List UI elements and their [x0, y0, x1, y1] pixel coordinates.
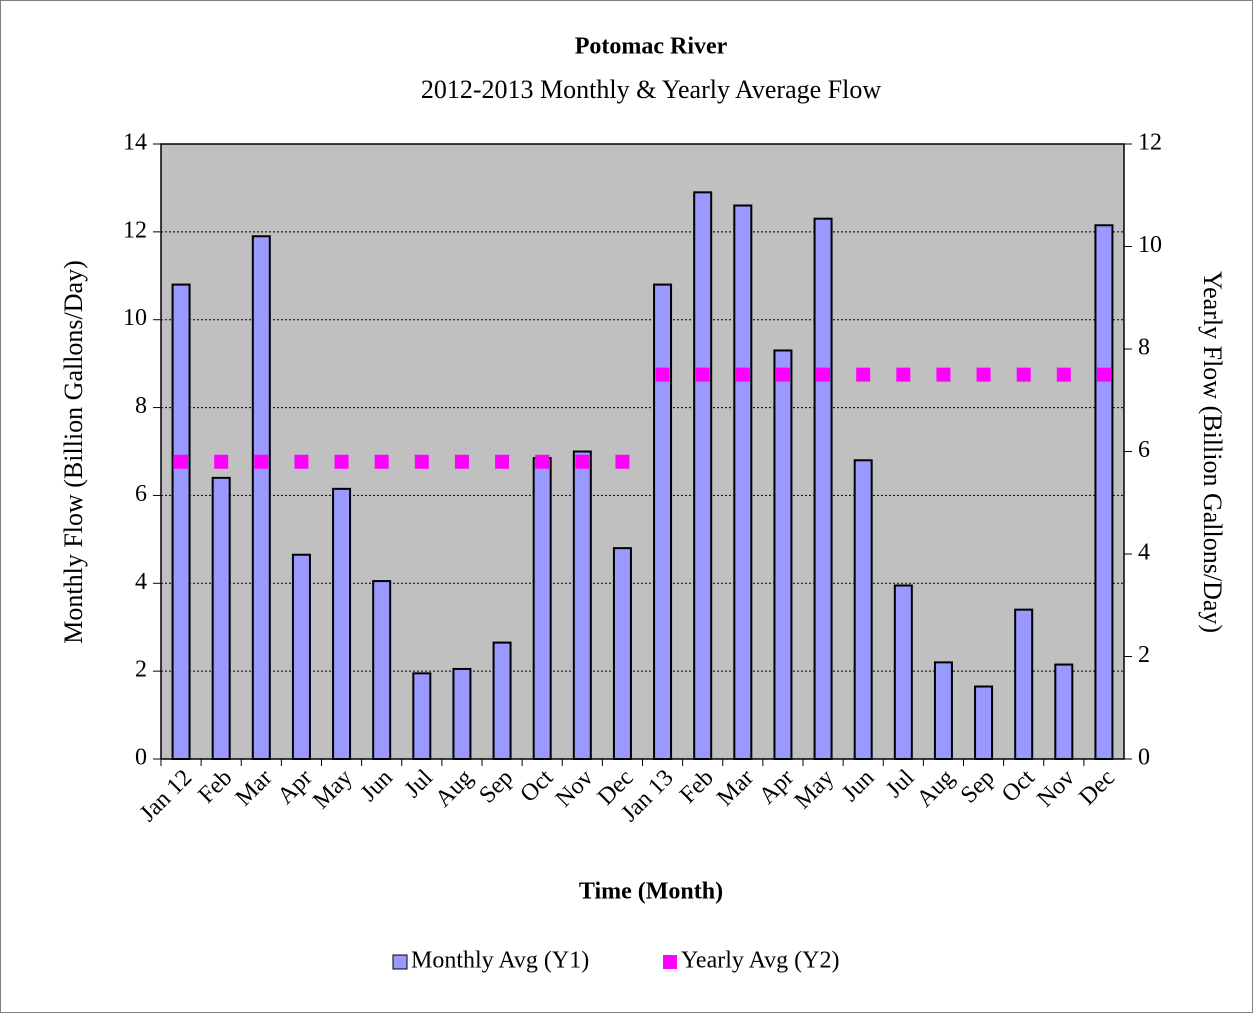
- bar: [532, 457, 552, 760]
- bar: [211, 476, 231, 760]
- marker: [535, 454, 550, 469]
- bar: [1094, 224, 1114, 760]
- bar: [291, 553, 311, 760]
- marker: [294, 454, 309, 469]
- y2-tick-label: 0: [1138, 745, 1150, 771]
- marker: [1016, 367, 1031, 382]
- marker: [896, 367, 911, 382]
- y-tick-label: 4: [135, 569, 147, 595]
- marker: [214, 454, 229, 469]
- y-tick-label: 6: [135, 481, 147, 507]
- bar: [733, 204, 753, 760]
- bar: [412, 672, 432, 761]
- marker: [254, 454, 269, 469]
- bar: [612, 547, 632, 761]
- legend-label: Monthly Avg (Y1): [411, 948, 589, 974]
- legend-swatch: [663, 955, 677, 969]
- marker: [775, 367, 790, 382]
- y2-tick-label: 2: [1138, 642, 1150, 668]
- marker: [615, 454, 630, 469]
- bar: [693, 191, 713, 761]
- y2-axis-title: Yearly Flow (Billion Gallons/Day): [1198, 271, 1227, 633]
- chart-subtitle: 2012-2013 Monthly & Yearly Average Flow: [421, 75, 881, 104]
- marker: [816, 367, 831, 382]
- marker: [174, 454, 189, 469]
- bar: [653, 283, 673, 760]
- bar: [893, 584, 913, 760]
- bar: [171, 283, 191, 760]
- y-tick-label: 8: [135, 393, 147, 419]
- bar: [372, 580, 392, 761]
- marker: [495, 454, 510, 469]
- marker: [575, 454, 590, 469]
- bar: [492, 641, 512, 761]
- y-tick-label: 10: [123, 305, 147, 331]
- bar: [813, 217, 833, 760]
- y2-tick-label: 6: [1138, 437, 1150, 463]
- y2-tick-label: 8: [1138, 335, 1150, 361]
- bar: [1054, 663, 1074, 761]
- marker: [334, 454, 349, 469]
- y-tick-label: 14: [123, 130, 147, 156]
- y-tick-label: 2: [135, 657, 147, 683]
- bar: [332, 487, 352, 760]
- chart-title: Potomac River: [575, 34, 728, 60]
- marker: [976, 367, 991, 382]
- bar: [933, 661, 953, 760]
- y-tick-label: 0: [135, 745, 147, 771]
- marker: [936, 367, 951, 382]
- bar: [251, 235, 271, 760]
- marker: [374, 454, 389, 469]
- marker: [695, 367, 710, 382]
- y2-tick-label: 4: [1138, 540, 1150, 566]
- y2-tick-label: 12: [1138, 130, 1162, 156]
- bar: [1014, 608, 1034, 761]
- bar: [974, 685, 994, 761]
- plot-frame: [160, 143, 1125, 760]
- bar: [452, 667, 472, 760]
- bar: [853, 459, 873, 760]
- marker: [856, 367, 871, 382]
- x-axis-title: Time (Month): [579, 879, 723, 905]
- marker: [655, 367, 670, 382]
- marker: [1056, 367, 1071, 382]
- y-tick-label: 12: [123, 217, 147, 243]
- y2-tick-label: 10: [1138, 232, 1162, 258]
- marker: [454, 454, 469, 469]
- marker: [414, 454, 429, 469]
- marker: [1096, 367, 1111, 382]
- legend-label: Yearly Avg (Y2): [681, 948, 839, 974]
- marker: [735, 367, 750, 382]
- legend-swatch: [392, 954, 408, 970]
- y-axis-title: Monthly Flow (Billion Gallons/Day): [59, 260, 88, 644]
- bar: [572, 450, 592, 760]
- bar: [773, 349, 793, 760]
- plot-area: [161, 144, 1124, 759]
